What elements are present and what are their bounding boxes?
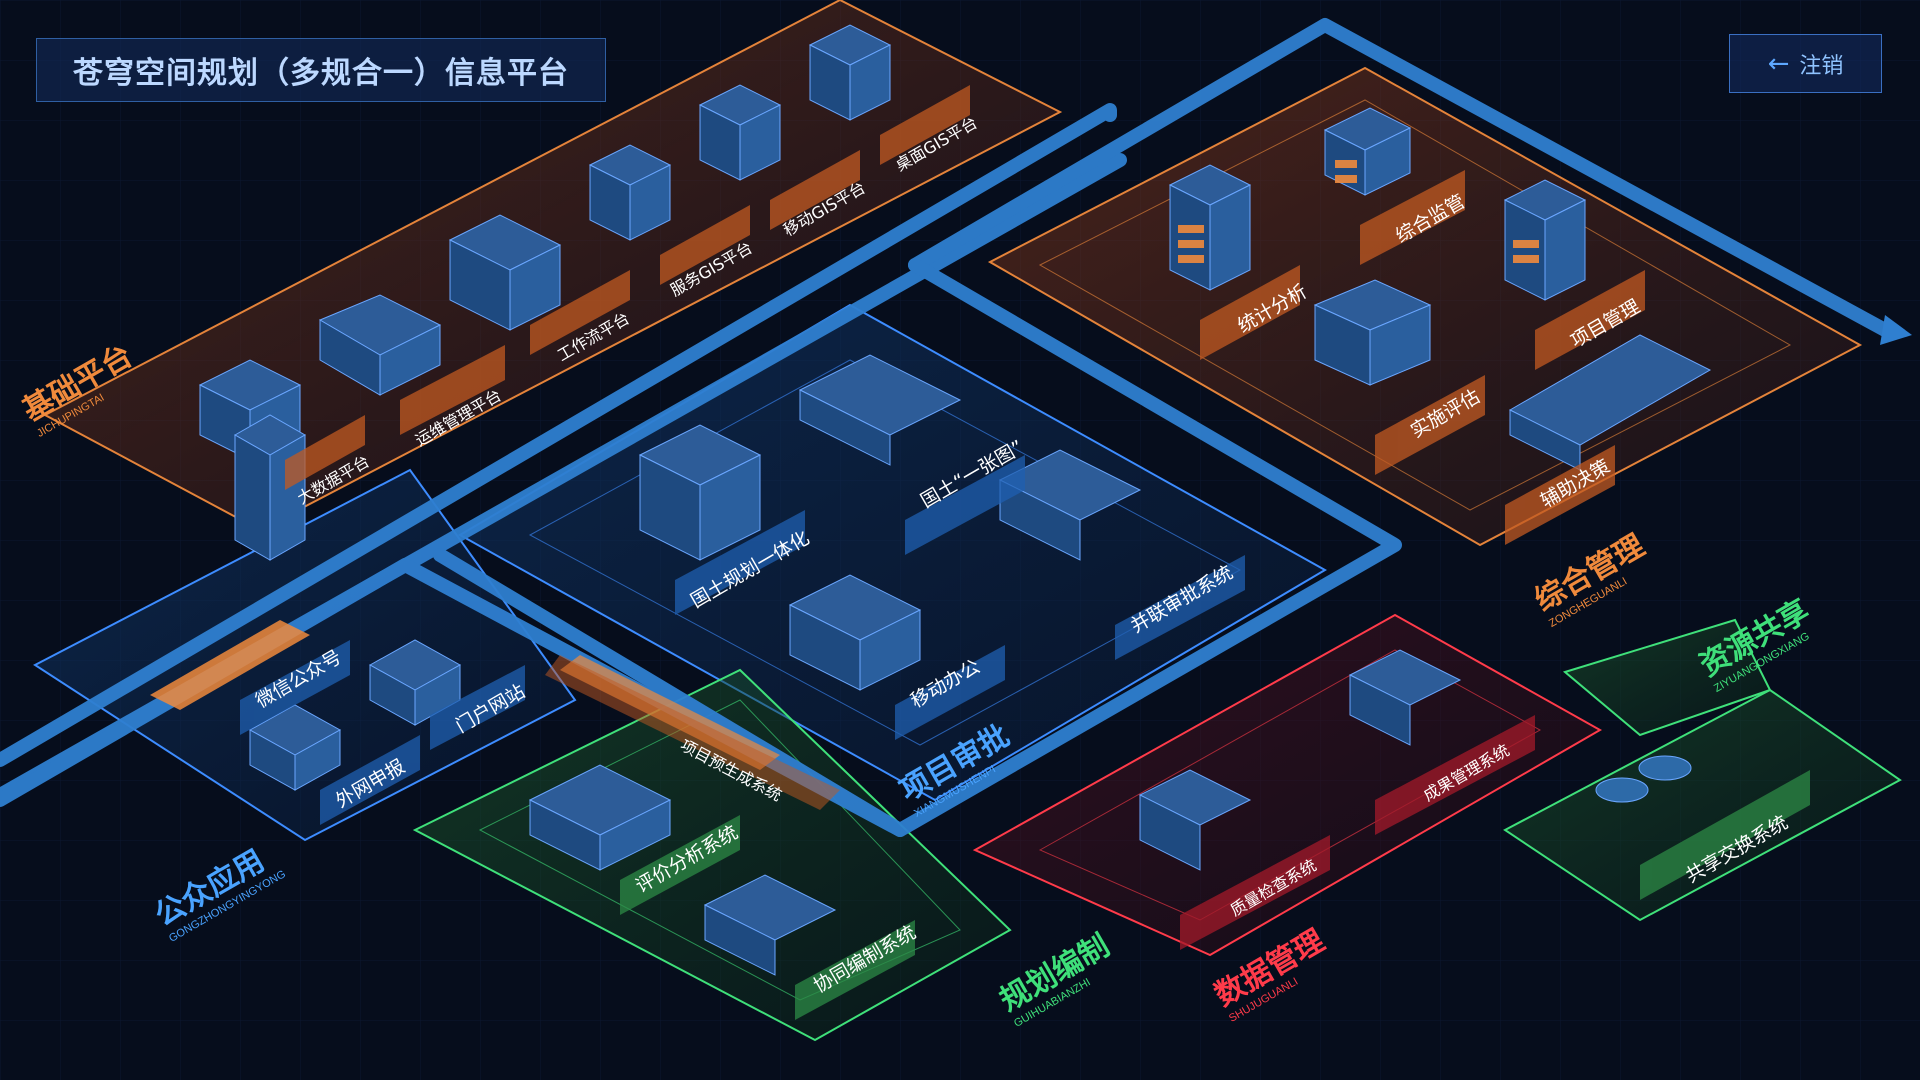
resource-share-zone [1503, 688, 1902, 922]
buildings [150, 24, 1712, 976]
logout-button[interactable]: ← 注销 [1729, 34, 1882, 93]
app-title-box: 苍穹空间规划（多规合一）信息平台 [36, 38, 606, 102]
arrow-left-icon: ← [1767, 48, 1790, 79]
data-management-zone [972, 613, 1603, 957]
logout-label: 注销 [1799, 53, 1844, 79]
app-title: 苍穹空间规划（多规合一）信息平台 [73, 56, 569, 91]
